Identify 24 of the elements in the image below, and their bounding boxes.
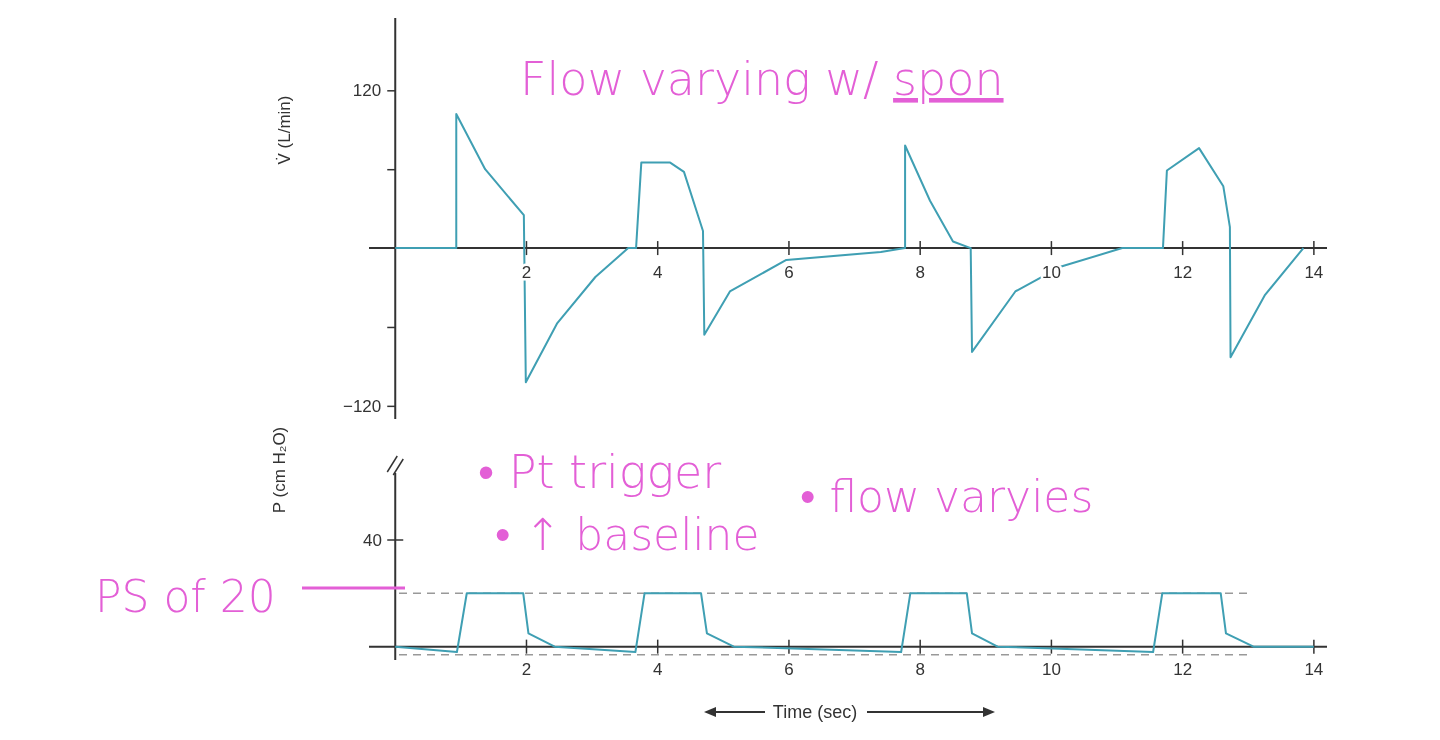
y-tick-label: 120 (352, 81, 382, 101)
x-tick-label: 2 (521, 660, 532, 679)
y-axis-title: P (cm H₂O) (270, 426, 289, 514)
text: • flow varyies (800, 471, 1094, 522)
text: • Pt trigger (478, 445, 722, 499)
x-tick-label: 8 (915, 263, 925, 282)
annotation: Flow varying w/ spon (520, 52, 1004, 106)
x-tick-label: 12 (1173, 263, 1193, 282)
x-tick-label: 6 (784, 660, 794, 679)
x-tick-label: 14 (1304, 660, 1324, 679)
text: PS of 20 (95, 571, 276, 622)
x-axis-title: Time (sec) (772, 702, 858, 722)
x-tick-label: 4 (652, 263, 663, 282)
text: • ↑ baseline (495, 509, 760, 560)
y-axis-title: V̇ (L/min) (275, 95, 294, 165)
x-tick-label: 6 (784, 263, 794, 282)
y-tick-label: −120 (342, 396, 382, 416)
x-tick-label: 14 (1304, 263, 1324, 282)
x-tick-label: 4 (652, 660, 663, 679)
text: 40 (363, 531, 382, 550)
x-tick-label: 12 (1173, 660, 1193, 679)
line-series (394, 112, 1305, 384)
x-tick-label: 8 (915, 660, 925, 679)
x-tick-label: 10 (1041, 660, 1061, 679)
